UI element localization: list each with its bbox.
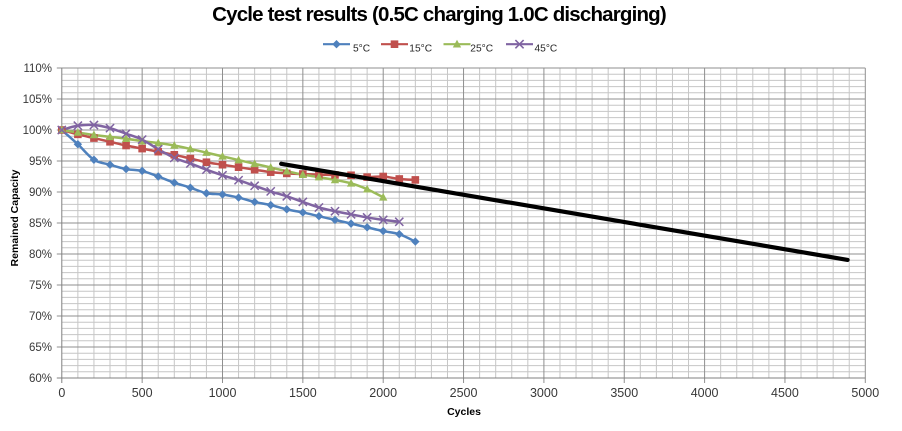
svg-text:4000: 4000 bbox=[691, 386, 719, 400]
svg-text:75%: 75% bbox=[29, 280, 52, 292]
svg-text:2500: 2500 bbox=[450, 386, 478, 400]
svg-text:45°C: 45°C bbox=[535, 43, 558, 54]
svg-text:1500: 1500 bbox=[289, 386, 317, 400]
svg-text:1000: 1000 bbox=[209, 386, 237, 400]
svg-text:105%: 105% bbox=[23, 94, 52, 106]
svg-text:5000: 5000 bbox=[851, 386, 879, 400]
svg-text:110%: 110% bbox=[23, 63, 52, 75]
svg-text:Remained Capacity: Remained Capacity bbox=[9, 169, 21, 266]
svg-text:0: 0 bbox=[58, 386, 65, 400]
svg-text:100%: 100% bbox=[23, 125, 52, 137]
svg-text:3500: 3500 bbox=[610, 386, 638, 400]
svg-text:25°C: 25°C bbox=[470, 43, 493, 54]
svg-text:Cycle test results (0.5C charg: Cycle test results (0.5C charging 1.0C d… bbox=[212, 3, 666, 26]
svg-text:80%: 80% bbox=[29, 249, 52, 261]
svg-text:85%: 85% bbox=[29, 218, 52, 230]
svg-text:500: 500 bbox=[132, 386, 153, 400]
svg-text:3000: 3000 bbox=[530, 386, 558, 400]
svg-text:65%: 65% bbox=[29, 342, 52, 354]
svg-text:4500: 4500 bbox=[771, 386, 799, 400]
svg-text:70%: 70% bbox=[29, 311, 52, 323]
svg-text:90%: 90% bbox=[29, 187, 52, 199]
svg-text:15°C: 15°C bbox=[409, 43, 432, 54]
svg-text:95%: 95% bbox=[29, 156, 52, 168]
svg-text:60%: 60% bbox=[29, 373, 52, 385]
svg-text:5°C: 5°C bbox=[353, 43, 370, 54]
svg-text:Cycles: Cycles bbox=[447, 406, 481, 418]
svg-text:2000: 2000 bbox=[369, 386, 397, 400]
